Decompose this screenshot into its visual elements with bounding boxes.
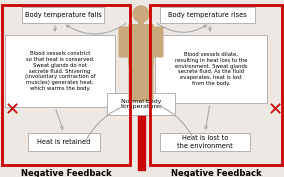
FancyBboxPatch shape — [5, 35, 115, 107]
Text: Negative Feedback: Negative Feedback — [21, 169, 111, 177]
Text: Blood vessels constrict
so that heat is conserved.
Sweat glands do not
secrete f: Blood vessels constrict so that heat is … — [25, 51, 95, 91]
FancyBboxPatch shape — [160, 7, 255, 23]
Text: Normal body
temperature: Normal body temperature — [121, 99, 161, 109]
Text: Heat is lost to
the environment: Heat is lost to the environment — [177, 136, 233, 149]
FancyBboxPatch shape — [128, 24, 154, 66]
FancyBboxPatch shape — [128, 61, 141, 101]
FancyBboxPatch shape — [160, 133, 250, 151]
FancyBboxPatch shape — [141, 61, 153, 101]
Text: Blood vessels dilate,
resulting in heat loss to the
environment. Sweat glands
se: Blood vessels dilate, resulting in heat … — [175, 52, 247, 86]
FancyBboxPatch shape — [155, 35, 267, 103]
FancyBboxPatch shape — [22, 7, 104, 23]
Text: ✕: ✕ — [268, 101, 283, 119]
FancyBboxPatch shape — [28, 133, 100, 151]
FancyBboxPatch shape — [138, 21, 144, 26]
Circle shape — [133, 6, 149, 22]
Text: Heat is retained: Heat is retained — [37, 139, 91, 145]
FancyBboxPatch shape — [107, 93, 175, 115]
FancyBboxPatch shape — [118, 27, 131, 58]
FancyBboxPatch shape — [151, 27, 164, 58]
Text: ✕: ✕ — [5, 101, 20, 119]
Text: Body temperature falls: Body temperature falls — [25, 12, 101, 18]
Text: Negative Feedback: Negative Feedback — [171, 169, 261, 177]
Text: Body temperature rises: Body temperature rises — [168, 12, 247, 18]
